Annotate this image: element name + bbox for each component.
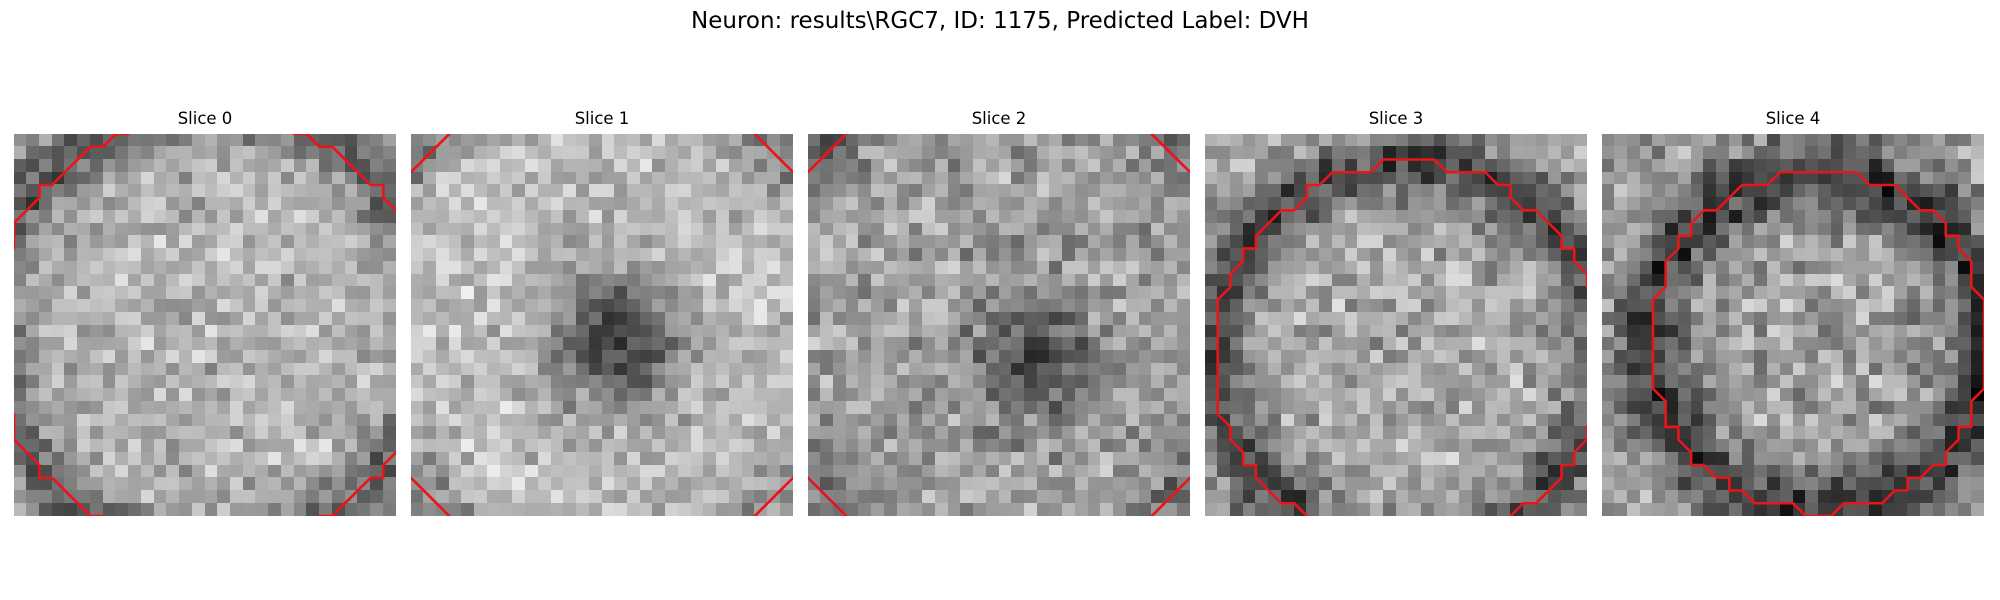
slice-image (14, 134, 396, 516)
slice-panel-2: Slice 2 (808, 108, 1190, 516)
slice-image (808, 134, 1190, 516)
slice-panel-0: Slice 0 (14, 108, 396, 516)
slice-title: Slice 0 (177, 109, 233, 128)
slice-title: Slice 1 (574, 109, 630, 128)
slice-panel-1: Slice 1 (411, 108, 793, 516)
slice-title: Slice 4 (1765, 109, 1821, 128)
slice-image (411, 134, 793, 516)
slice-image (1205, 134, 1587, 516)
slice-panel-4: Slice 4 (1602, 108, 1984, 516)
figure-title: Neuron: results\RGC7, ID: 1175, Predicte… (691, 8, 1309, 34)
slice-image (1602, 134, 1984, 516)
slice-title: Slice 2 (971, 109, 1027, 128)
slice-panel-3: Slice 3 (1205, 108, 1587, 516)
slice-title: Slice 3 (1368, 109, 1424, 128)
